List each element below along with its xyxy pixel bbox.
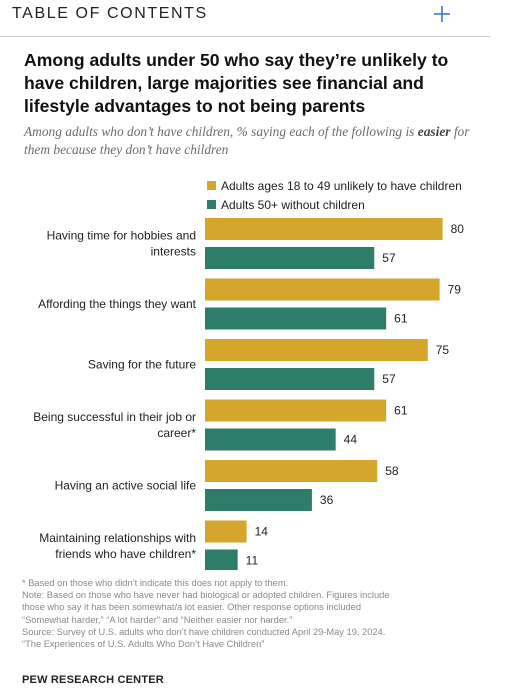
category-label: Saving for the future <box>88 358 196 372</box>
category-label: Being successful in their job or <box>33 410 196 424</box>
bar-value-label: 58 <box>385 464 399 478</box>
chart-notes: * Based on those who didn’t indicate thi… <box>22 577 492 650</box>
category-label: career* <box>157 426 196 440</box>
bar-under-50 <box>205 399 387 422</box>
note-line: Source: Survey of U.S. adults who don’t … <box>22 626 386 637</box>
bar-value-label: 75 <box>436 343 450 357</box>
legend-swatch-gold <box>207 181 216 190</box>
chart-title: Among adults under 50 who say they’re un… <box>24 50 449 116</box>
legend-label-50-plus: Adults 50+ without children <box>221 197 365 212</box>
bar-value-label: 36 <box>320 493 334 507</box>
bar-value-label: 44 <box>344 433 358 447</box>
legend-item-50-plus: Adults 50+ without children <box>207 195 462 214</box>
note-line: “The Experiences of U.S. Adults Who Don’… <box>22 639 265 650</box>
bar-chart: Having time for hobbies and interests 80 57… <box>33 218 465 570</box>
table-of-contents-label: TABLE OF CONTENTS <box>12 5 208 22</box>
category-label: interests <box>151 245 196 259</box>
source-footer: PEW RESEARCH CENTER <box>22 674 164 686</box>
bar-value-label: 61 <box>394 312 408 326</box>
bar-value-label: 11 <box>246 554 259 568</box>
bar-under-50 <box>205 218 443 240</box>
plus-icon[interactable] <box>433 5 451 23</box>
bar-value-label: 14 <box>255 525 269 539</box>
bar-50-plus <box>205 489 312 511</box>
note-line: Note: Based on those who have never had … <box>22 590 390 601</box>
note-line: those who say it has been somewhat/a lot… <box>22 602 362 613</box>
bar-value-label: 79 <box>448 283 462 297</box>
bar-under-50 <box>205 460 378 482</box>
chart-legend: Adults ages 18 to 49 unlikely to have ch… <box>207 176 462 214</box>
bar-50-plus <box>205 428 336 451</box>
legend-label-under-50: Adults ages 18 to 49 unlikely to have ch… <box>221 178 462 193</box>
legend-item-under-50: Adults ages 18 to 49 unlikely to have ch… <box>207 176 462 195</box>
bar-under-50 <box>205 520 247 543</box>
category-label: Affording the things they want <box>38 297 197 311</box>
bar-under-50 <box>205 278 440 301</box>
note-line: “Somewhat harder,” “A lot harder” and “N… <box>22 614 293 625</box>
bar-value-label: 80 <box>451 222 465 236</box>
subtitle-part-2: for them because they don’t have childre… <box>24 124 470 157</box>
category-label: Having time for hobbies and <box>47 229 196 243</box>
category-label: friends who have children* <box>55 547 196 561</box>
bar-50-plus <box>205 307 387 330</box>
bar-value-label: 57 <box>382 251 396 265</box>
subtitle-part-1: Among adults who don’t have children, % … <box>24 124 418 139</box>
category-label: Having an active social life <box>55 479 197 493</box>
category-label: Maintaining relationships with <box>39 531 196 545</box>
bar-50-plus <box>205 247 375 269</box>
bar-under-50 <box>205 339 428 361</box>
chart-subtitle: Among adults who don’t have children, % … <box>24 123 484 159</box>
note-line: * Based on those who didn’t indicate thi… <box>22 578 289 588</box>
table-of-contents-bar[interactable]: TABLE OF CONTENTS <box>0 0 490 37</box>
legend-swatch-teal <box>207 200 216 209</box>
bar-value-label: 57 <box>382 372 396 386</box>
bar-50-plus <box>205 549 238 570</box>
subtitle-emphasis: easier <box>417 124 451 139</box>
bar-50-plus <box>205 368 375 390</box>
bar-value-label: 61 <box>394 404 408 418</box>
